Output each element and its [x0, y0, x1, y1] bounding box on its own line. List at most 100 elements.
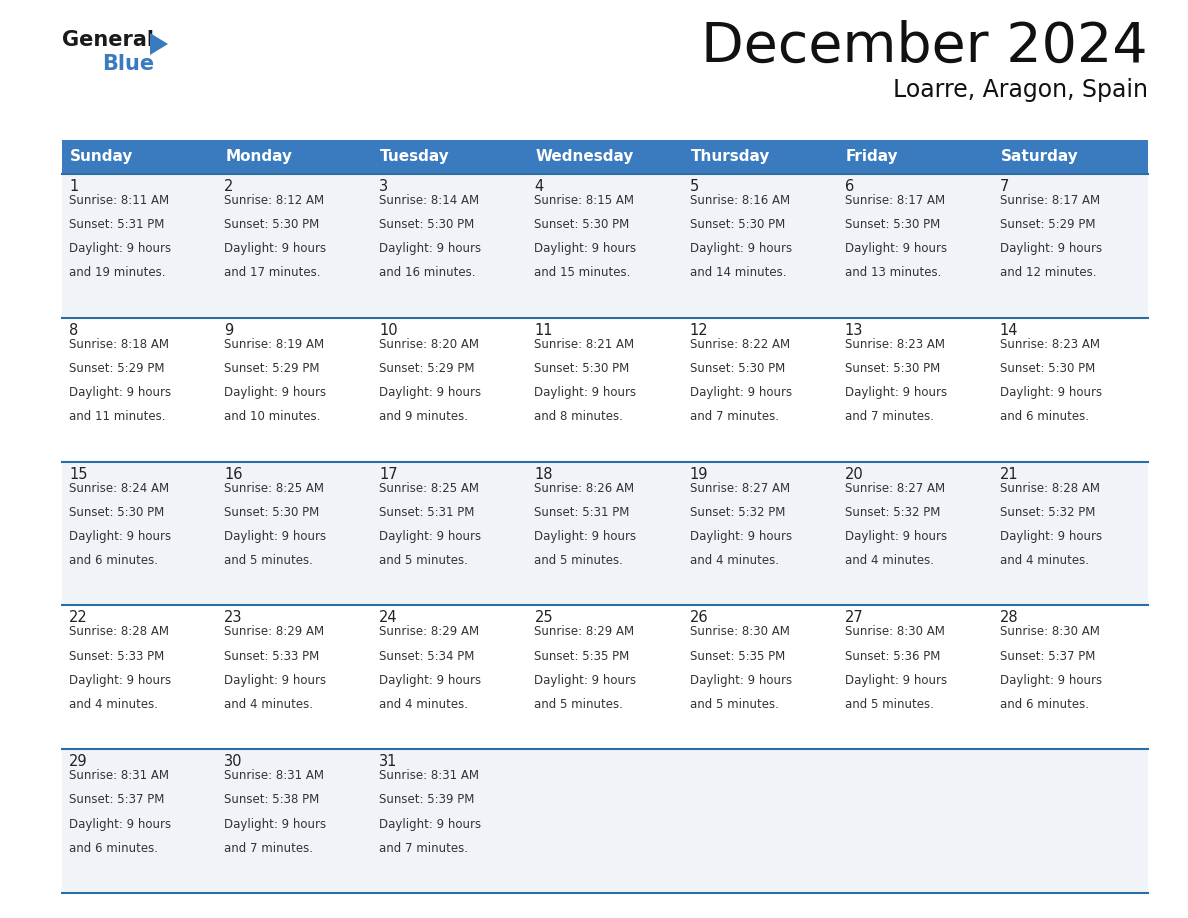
Text: Sunset: 5:29 PM: Sunset: 5:29 PM	[1000, 218, 1095, 231]
Text: Sunset: 5:30 PM: Sunset: 5:30 PM	[535, 362, 630, 375]
Text: and 6 minutes.: and 6 minutes.	[69, 842, 158, 855]
Text: Daylight: 9 hours: Daylight: 9 hours	[1000, 386, 1102, 399]
Text: Daylight: 9 hours: Daylight: 9 hours	[845, 386, 947, 399]
Bar	[372, 462, 527, 605]
Text: Daylight: 9 hours: Daylight: 9 hours	[689, 242, 791, 255]
Text: 17: 17	[379, 466, 398, 482]
Bar	[683, 462, 838, 605]
Bar	[993, 605, 1148, 749]
Bar	[217, 462, 372, 605]
Text: Sunset: 5:32 PM: Sunset: 5:32 PM	[1000, 506, 1095, 519]
Text: Sunrise: 8:12 AM: Sunrise: 8:12 AM	[225, 194, 324, 207]
Text: Sunset: 5:32 PM: Sunset: 5:32 PM	[689, 506, 785, 519]
Text: and 19 minutes.: and 19 minutes.	[69, 266, 165, 279]
Bar	[993, 318, 1148, 462]
Text: Sunset: 5:37 PM: Sunset: 5:37 PM	[1000, 650, 1095, 663]
Bar	[62, 318, 217, 462]
Text: 4: 4	[535, 179, 544, 194]
Text: Sunset: 5:29 PM: Sunset: 5:29 PM	[225, 362, 320, 375]
Text: December 2024: December 2024	[701, 20, 1148, 74]
Text: 26: 26	[689, 610, 708, 625]
Bar	[217, 140, 372, 174]
Text: 12: 12	[689, 323, 708, 338]
Text: and 6 minutes.: and 6 minutes.	[1000, 698, 1089, 711]
Bar	[838, 140, 993, 174]
Bar	[217, 174, 372, 318]
Text: 8: 8	[69, 323, 78, 338]
Text: Sunrise: 8:17 AM: Sunrise: 8:17 AM	[1000, 194, 1100, 207]
Text: and 4 minutes.: and 4 minutes.	[689, 554, 778, 567]
Text: Daylight: 9 hours: Daylight: 9 hours	[1000, 242, 1102, 255]
Text: 10: 10	[379, 323, 398, 338]
Bar	[993, 140, 1148, 174]
Text: Sunset: 5:38 PM: Sunset: 5:38 PM	[225, 793, 320, 806]
Text: and 5 minutes.: and 5 minutes.	[535, 554, 624, 567]
Bar	[527, 749, 683, 893]
Text: Friday: Friday	[846, 150, 898, 164]
Text: Daylight: 9 hours: Daylight: 9 hours	[225, 674, 327, 687]
Text: Sunset: 5:31 PM: Sunset: 5:31 PM	[535, 506, 630, 519]
Text: Sunset: 5:34 PM: Sunset: 5:34 PM	[379, 650, 475, 663]
Text: Daylight: 9 hours: Daylight: 9 hours	[845, 674, 947, 687]
Text: Sunrise: 8:29 AM: Sunrise: 8:29 AM	[535, 625, 634, 638]
Text: Sunset: 5:29 PM: Sunset: 5:29 PM	[69, 362, 164, 375]
Text: Sunrise: 8:27 AM: Sunrise: 8:27 AM	[845, 482, 944, 495]
Text: Daylight: 9 hours: Daylight: 9 hours	[225, 818, 327, 831]
Text: Daylight: 9 hours: Daylight: 9 hours	[845, 242, 947, 255]
Text: Daylight: 9 hours: Daylight: 9 hours	[379, 818, 481, 831]
Bar	[838, 318, 993, 462]
Text: Wednesday: Wednesday	[536, 150, 634, 164]
Text: 7: 7	[1000, 179, 1010, 194]
Text: and 14 minutes.: and 14 minutes.	[689, 266, 786, 279]
Text: 15: 15	[69, 466, 88, 482]
Text: Daylight: 9 hours: Daylight: 9 hours	[69, 530, 171, 543]
Text: Sunrise: 8:19 AM: Sunrise: 8:19 AM	[225, 338, 324, 351]
Text: Sunrise: 8:11 AM: Sunrise: 8:11 AM	[69, 194, 169, 207]
Text: Sunset: 5:30 PM: Sunset: 5:30 PM	[225, 218, 320, 231]
Text: Sunset: 5:30 PM: Sunset: 5:30 PM	[845, 362, 940, 375]
Text: Sunrise: 8:28 AM: Sunrise: 8:28 AM	[1000, 482, 1100, 495]
Text: 19: 19	[689, 466, 708, 482]
Text: and 5 minutes.: and 5 minutes.	[535, 698, 624, 711]
Text: and 5 minutes.: and 5 minutes.	[225, 554, 312, 567]
Text: Daylight: 9 hours: Daylight: 9 hours	[69, 674, 171, 687]
Text: 22: 22	[69, 610, 88, 625]
Bar	[683, 605, 838, 749]
Text: 30: 30	[225, 755, 242, 769]
Text: Thursday: Thursday	[690, 150, 770, 164]
Text: Daylight: 9 hours: Daylight: 9 hours	[1000, 530, 1102, 543]
Text: Sunset: 5:30 PM: Sunset: 5:30 PM	[535, 218, 630, 231]
Text: Sunset: 5:29 PM: Sunset: 5:29 PM	[379, 362, 475, 375]
Bar	[527, 174, 683, 318]
Text: Daylight: 9 hours: Daylight: 9 hours	[535, 386, 637, 399]
Text: Daylight: 9 hours: Daylight: 9 hours	[535, 242, 637, 255]
Text: General: General	[62, 30, 154, 50]
Text: Sunrise: 8:26 AM: Sunrise: 8:26 AM	[535, 482, 634, 495]
Bar	[372, 605, 527, 749]
Text: Daylight: 9 hours: Daylight: 9 hours	[69, 386, 171, 399]
Text: Sunset: 5:33 PM: Sunset: 5:33 PM	[225, 650, 320, 663]
Text: 1: 1	[69, 179, 78, 194]
Bar	[527, 318, 683, 462]
Text: 6: 6	[845, 179, 854, 194]
Text: Sunrise: 8:25 AM: Sunrise: 8:25 AM	[225, 482, 324, 495]
Text: 28: 28	[1000, 610, 1018, 625]
Bar	[62, 462, 217, 605]
Text: and 9 minutes.: and 9 minutes.	[379, 410, 468, 423]
Polygon shape	[150, 33, 168, 55]
Text: Sunday: Sunday	[70, 150, 133, 164]
Text: Daylight: 9 hours: Daylight: 9 hours	[689, 674, 791, 687]
Bar	[527, 605, 683, 749]
Text: and 4 minutes.: and 4 minutes.	[379, 698, 468, 711]
Text: Sunrise: 8:22 AM: Sunrise: 8:22 AM	[689, 338, 790, 351]
Bar	[62, 174, 217, 318]
Text: 3: 3	[379, 179, 388, 194]
Text: and 8 minutes.: and 8 minutes.	[535, 410, 624, 423]
Text: 14: 14	[1000, 323, 1018, 338]
Text: Sunrise: 8:31 AM: Sunrise: 8:31 AM	[69, 769, 169, 782]
Text: and 5 minutes.: and 5 minutes.	[845, 698, 934, 711]
Text: and 5 minutes.: and 5 minutes.	[379, 554, 468, 567]
Bar	[838, 605, 993, 749]
Bar	[62, 140, 217, 174]
Text: 11: 11	[535, 323, 552, 338]
